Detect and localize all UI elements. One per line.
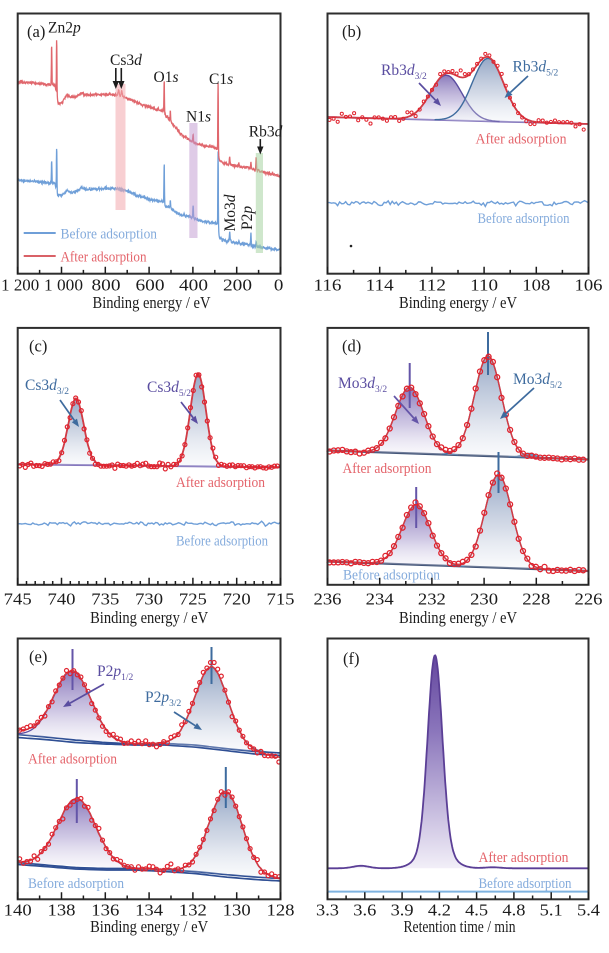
svg-text:600: 600 bbox=[136, 276, 165, 295]
svg-text:(e): (e) bbox=[29, 647, 47, 666]
svg-text:Mo3d: Mo3d bbox=[222, 194, 239, 231]
svg-text:After adsorption: After adsorption bbox=[476, 132, 567, 148]
svg-text:Zn2p: Zn2p bbox=[48, 20, 81, 37]
svg-text:(c): (c) bbox=[29, 337, 47, 356]
svg-text:3.6: 3.6 bbox=[353, 900, 376, 919]
svg-text:(f): (f) bbox=[343, 649, 359, 668]
svg-text:130: 130 bbox=[223, 900, 251, 919]
svg-text:4.8: 4.8 bbox=[502, 900, 525, 919]
svg-text:Rb3d: Rb3d bbox=[249, 124, 283, 141]
svg-text:Binding energy / eV: Binding energy / eV bbox=[90, 608, 208, 627]
svg-text:730: 730 bbox=[135, 590, 163, 609]
svg-text:112: 112 bbox=[418, 276, 446, 295]
svg-text:725: 725 bbox=[179, 590, 207, 609]
svg-text:132: 132 bbox=[179, 900, 207, 919]
svg-text:(a): (a) bbox=[27, 22, 45, 41]
svg-text:740: 740 bbox=[48, 590, 76, 609]
svg-text:Binding energy / eV: Binding energy / eV bbox=[399, 608, 517, 627]
svg-text:Before adsorption: Before adsorption bbox=[479, 876, 572, 892]
svg-text:Before adsorption: Before adsorption bbox=[176, 534, 268, 550]
svg-text:Before adsorption: Before adsorption bbox=[343, 568, 440, 584]
svg-text:P2p: P2p bbox=[239, 206, 256, 230]
svg-text:(b): (b) bbox=[342, 22, 361, 41]
svg-text:140: 140 bbox=[4, 900, 32, 919]
svg-text:400: 400 bbox=[179, 276, 208, 295]
svg-text:116: 116 bbox=[314, 276, 342, 295]
svg-text:800: 800 bbox=[92, 276, 121, 295]
svg-text:228: 228 bbox=[522, 590, 550, 609]
svg-text:715: 715 bbox=[267, 590, 295, 609]
svg-text:110: 110 bbox=[470, 276, 498, 295]
svg-text:720: 720 bbox=[223, 590, 251, 609]
svg-text:128: 128 bbox=[267, 900, 295, 919]
svg-text:5.4: 5.4 bbox=[577, 900, 600, 919]
svg-text:134: 134 bbox=[135, 900, 163, 919]
svg-text:200: 200 bbox=[223, 276, 252, 295]
svg-text:Binding energy / eV: Binding energy / eV bbox=[399, 293, 517, 312]
svg-text:4.2: 4.2 bbox=[428, 900, 451, 919]
svg-text:1 200: 1 200 bbox=[1, 276, 39, 295]
svg-text:108: 108 bbox=[522, 276, 550, 295]
svg-text:138: 138 bbox=[48, 900, 76, 919]
svg-text:234: 234 bbox=[366, 590, 394, 609]
svg-text:1 000: 1 000 bbox=[44, 276, 83, 295]
svg-text:After adsorption: After adsorption bbox=[61, 250, 147, 266]
svg-text:232: 232 bbox=[418, 590, 446, 609]
svg-text:745: 745 bbox=[4, 590, 32, 609]
svg-text:Cs3d: Cs3d bbox=[110, 52, 142, 69]
svg-text:735: 735 bbox=[91, 590, 119, 609]
svg-text:C1s: C1s bbox=[209, 71, 233, 88]
svg-text:O1s: O1s bbox=[154, 69, 179, 86]
svg-text:114: 114 bbox=[366, 276, 394, 295]
svg-text:230: 230 bbox=[470, 590, 498, 609]
svg-text:After adsorption: After adsorption bbox=[28, 752, 117, 768]
svg-text:3.9: 3.9 bbox=[391, 900, 414, 919]
svg-text:Before adsorption: Before adsorption bbox=[478, 211, 570, 227]
svg-text:4.5: 4.5 bbox=[465, 900, 488, 919]
svg-text:Before adsorption: Before adsorption bbox=[61, 227, 158, 243]
svg-text:N1s: N1s bbox=[186, 109, 211, 126]
svg-text:236: 236 bbox=[314, 590, 342, 609]
svg-text:106: 106 bbox=[575, 276, 603, 295]
svg-text:5.1: 5.1 bbox=[540, 900, 563, 919]
svg-text:Binding energy / eV: Binding energy / eV bbox=[93, 293, 211, 312]
svg-text:Binding energy / eV: Binding energy / eV bbox=[90, 917, 208, 936]
svg-text:After adsorption: After adsorption bbox=[343, 461, 432, 477]
svg-text:226: 226 bbox=[575, 590, 603, 609]
svg-text:136: 136 bbox=[91, 900, 119, 919]
svg-text:Before adsorption: Before adsorption bbox=[28, 876, 124, 892]
svg-text:After adsorption: After adsorption bbox=[479, 850, 569, 866]
svg-text:After adsorption: After adsorption bbox=[176, 475, 265, 491]
svg-text:3.3: 3.3 bbox=[316, 900, 339, 919]
svg-text:0: 0 bbox=[274, 276, 284, 295]
svg-text:Retention time / min: Retention time / min bbox=[404, 917, 516, 936]
svg-text:(d): (d) bbox=[342, 337, 361, 356]
